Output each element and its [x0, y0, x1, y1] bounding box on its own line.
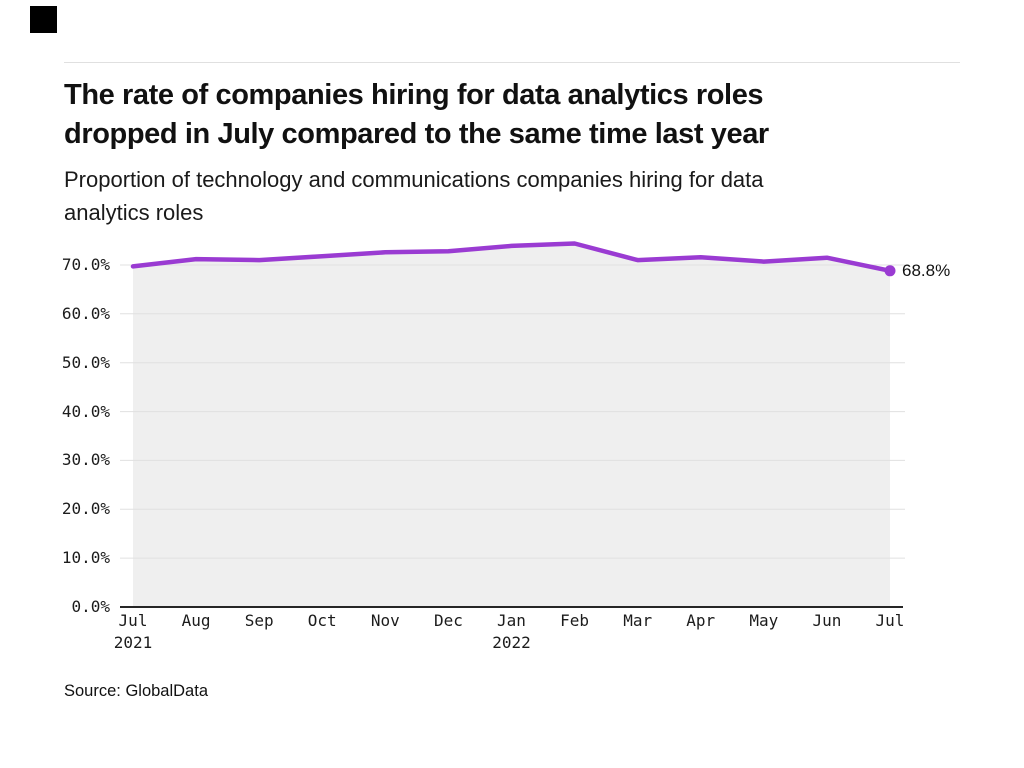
page-subtitle: Proportion of technology and communicati… [64, 163, 964, 229]
x-tick-label: Jul [875, 611, 905, 630]
x-tick-label: Apr [686, 611, 716, 630]
x-axis-labels: Jul Aug Sep Oct Nov Dec Jan Feb Mar Apr May Jun Jul 2… [0, 612, 1024, 672]
x-tick-label: Aug [181, 611, 211, 630]
x-year-label: 2022 [492, 633, 531, 652]
x-tick-label: Oct [307, 611, 337, 630]
y-tick-label: 20.0% [61, 499, 110, 519]
x-tick-label: Nov [370, 611, 400, 630]
y-tick-label: 10.0% [61, 548, 110, 568]
page-subtitle-line1: Proportion of technology and communicati… [64, 167, 764, 192]
x-tick-label: Sep [244, 611, 274, 630]
source-text: Source: GlobalData [64, 682, 208, 700]
brand-square-logo [30, 6, 57, 33]
end-point-marker [884, 265, 896, 277]
page-title-line2: dropped in July compared to the same tim… [64, 118, 769, 150]
y-tick-label: 70.0% [61, 254, 110, 274]
series-line [130, 241, 893, 274]
header-divider [64, 62, 960, 63]
y-tick-label: 60.0% [61, 303, 110, 323]
x-tick-label: Jan [497, 611, 526, 630]
y-tick-label: 40.0% [61, 401, 110, 421]
x-year-label: 2021 [113, 633, 153, 652]
x-tick-label: Dec [433, 611, 463, 630]
y-tick-label: 30.0% [61, 450, 110, 470]
page-subtitle-line2: analytics roles [64, 200, 204, 225]
x-tick-label: Feb [560, 611, 590, 630]
x-tick-label: Jun [812, 611, 842, 630]
y-axis-labels: 70.0% 60.0% 50.0% 40.0% 30.0% 20.0% 10.0% 0.0% [40, 0, 110, 768]
area-fill [133, 243, 890, 607]
y-tick-label: 0.0% [71, 597, 110, 616]
page-title-line1: The rate of companies hiring for data an… [64, 79, 764, 111]
page-title: The rate of companies hiring for data an… [64, 76, 964, 154]
x-tick-label: Mar [623, 611, 653, 630]
x-tick-label: Jul [118, 611, 148, 630]
end-value-label: 68.8% [902, 260, 951, 280]
x-tick-label: May [749, 611, 779, 630]
y-tick-label: 50.0% [61, 352, 110, 372]
